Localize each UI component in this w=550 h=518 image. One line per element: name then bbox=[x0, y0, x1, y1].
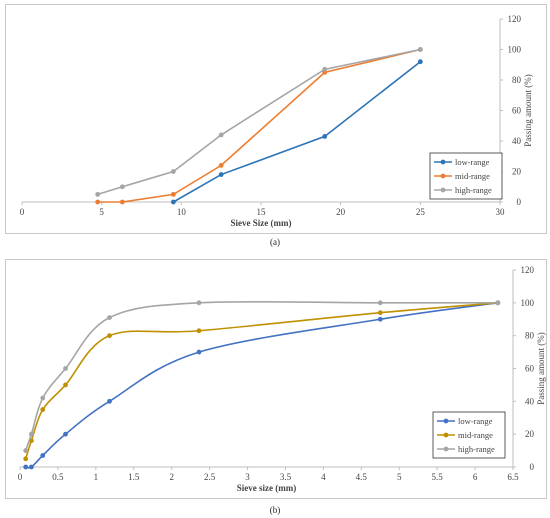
y-tick-label: 20 bbox=[525, 429, 535, 439]
data-point-low-range bbox=[377, 316, 383, 322]
data-point-low-range bbox=[170, 199, 176, 205]
data-point-high-range bbox=[119, 184, 125, 190]
y-tick-label: 80 bbox=[512, 75, 522, 85]
x-tick-label: 3.5 bbox=[280, 472, 292, 482]
legend-swatch-marker bbox=[440, 187, 446, 193]
series-line-high-range bbox=[97, 48, 421, 196]
data-point-high-range bbox=[95, 191, 101, 197]
data-point-mid-range bbox=[40, 407, 46, 412]
legend-swatch-marker bbox=[443, 418, 449, 424]
x-tick-label: 1.5 bbox=[128, 472, 140, 482]
data-point-high-range bbox=[28, 431, 34, 437]
y-tick-label: 40 bbox=[525, 396, 535, 406]
data-point-mid-range bbox=[377, 310, 383, 316]
x-tick-label: 3 bbox=[245, 472, 250, 482]
y-tick-label: 40 bbox=[512, 136, 522, 146]
panel-label-b: (b) bbox=[269, 505, 281, 515]
data-point-mid-range bbox=[218, 163, 224, 168]
data-point-low-range bbox=[107, 398, 112, 404]
x-tick-label: 20 bbox=[336, 207, 346, 217]
data-point-mid-range bbox=[196, 328, 202, 334]
legend-label-mid-range: mid-range bbox=[455, 171, 490, 181]
x-tick-label: 25 bbox=[416, 207, 426, 217]
data-point-mid-range bbox=[95, 199, 101, 205]
chart-panel-a: 0 5 10 15 20 25 30 0 20 40 60 80 100 120 Sieve Size (m… bbox=[5, 4, 547, 234]
x-axis-title: Sieve size (mm) bbox=[237, 483, 296, 493]
x-tick-label: 15 bbox=[257, 207, 267, 217]
x-tick-label: 0 bbox=[20, 207, 25, 217]
x-tick-label: 0 bbox=[18, 472, 23, 482]
data-point-low-range bbox=[63, 431, 68, 437]
data-point-low-range bbox=[196, 349, 202, 355]
x-tick-label: 5 bbox=[99, 207, 104, 217]
legend-swatch-marker bbox=[443, 432, 449, 438]
y-tick-label: 60 bbox=[525, 364, 535, 374]
y-tick-label: 60 bbox=[512, 106, 522, 116]
legend-label-mid-range: mid-range bbox=[458, 430, 493, 440]
x-tick-label: 5.5 bbox=[432, 472, 444, 482]
y-tick-label: 20 bbox=[512, 167, 522, 177]
data-point-mid-range bbox=[63, 382, 68, 388]
legend: low-range mid-range high-range bbox=[432, 411, 506, 459]
x-tick-label: 6.5 bbox=[507, 472, 519, 482]
x-tick-label: 0.5 bbox=[52, 472, 64, 482]
legend-label-low-range: low-range bbox=[455, 157, 490, 167]
series-line-low-range bbox=[172, 61, 421, 203]
x-tick-label: 1 bbox=[94, 472, 99, 482]
data-point-low-range bbox=[40, 453, 46, 458]
data-point-high-range bbox=[63, 366, 68, 371]
x-tick-label: 5 bbox=[397, 472, 402, 482]
legend-label-high-range: high-range bbox=[455, 185, 492, 195]
data-point-high-range bbox=[170, 169, 176, 174]
data-point-mid-range bbox=[23, 456, 29, 462]
y-tick-label: 100 bbox=[508, 45, 522, 55]
legend-label-low-range: low-range bbox=[458, 416, 493, 426]
y-tick-label: 120 bbox=[508, 14, 522, 24]
x-tick-label: 4.5 bbox=[356, 472, 368, 482]
legend-label-high-range: high-range bbox=[458, 444, 495, 454]
data-point-high-range bbox=[40, 395, 46, 401]
data-point-high-range bbox=[495, 300, 501, 306]
y-axis-title: Passing amount (%) bbox=[523, 74, 533, 147]
x-tick-label: 2 bbox=[169, 472, 174, 482]
y-tick-label: 100 bbox=[521, 298, 535, 308]
legend-swatch-marker bbox=[440, 159, 446, 165]
x-tick-label: 30 bbox=[496, 207, 506, 217]
legend-swatch-marker bbox=[440, 173, 446, 179]
data-point-high-range bbox=[218, 132, 224, 138]
data-point-high-range bbox=[322, 66, 328, 72]
y-tick-label: 120 bbox=[521, 265, 535, 275]
legend-swatch-marker bbox=[443, 446, 449, 452]
chart-b-svg: 0 0.5 1 1.5 2 2.5 3 3.5 4 4.5 5 5.5 6 6.5 0 20 40 60 80 100… bbox=[18, 265, 546, 493]
x-axis-title: Sieve Size (mm) bbox=[231, 218, 292, 228]
panel-label-a: (a) bbox=[270, 237, 280, 247]
data-point-high-range bbox=[107, 315, 112, 321]
data-point-low-range bbox=[322, 134, 328, 139]
x-tick-label: 2.5 bbox=[204, 472, 216, 482]
chart-panel-b: 0 0.5 1 1.5 2 2.5 3 3.5 4 4.5 5 5.5 6 6.5 0 20 40 60 80 100… bbox=[5, 259, 547, 499]
series-line-mid-range bbox=[97, 48, 421, 203]
data-point-mid-range bbox=[170, 191, 176, 197]
data-point-high-range bbox=[23, 448, 29, 453]
y-tick-label: 80 bbox=[525, 331, 535, 341]
data-point-mid-range bbox=[107, 333, 112, 339]
data-point-low-range bbox=[28, 464, 34, 470]
x-tick-label: 4 bbox=[321, 472, 326, 482]
chart-a-svg: 0 5 10 15 20 25 30 0 20 40 60 80 100 120 Sieve Size (m… bbox=[20, 14, 533, 228]
x-tick-label: 10 bbox=[177, 207, 187, 217]
data-point-high-range bbox=[417, 47, 423, 52]
y-tick-label: 0 bbox=[517, 197, 522, 207]
data-point-mid-range bbox=[119, 199, 125, 205]
data-point-low-range bbox=[218, 172, 224, 177]
data-point-high-range bbox=[196, 300, 202, 306]
y-axis-title: Passing amount (%) bbox=[536, 332, 546, 405]
data-point-low-range bbox=[23, 464, 29, 470]
x-tick-label: 6 bbox=[473, 472, 478, 482]
legend: low-range mid-range high-range bbox=[429, 152, 503, 200]
data-point-low-range bbox=[417, 59, 423, 65]
y-tick-label: 0 bbox=[530, 462, 535, 472]
data-point-high-range bbox=[377, 300, 383, 306]
